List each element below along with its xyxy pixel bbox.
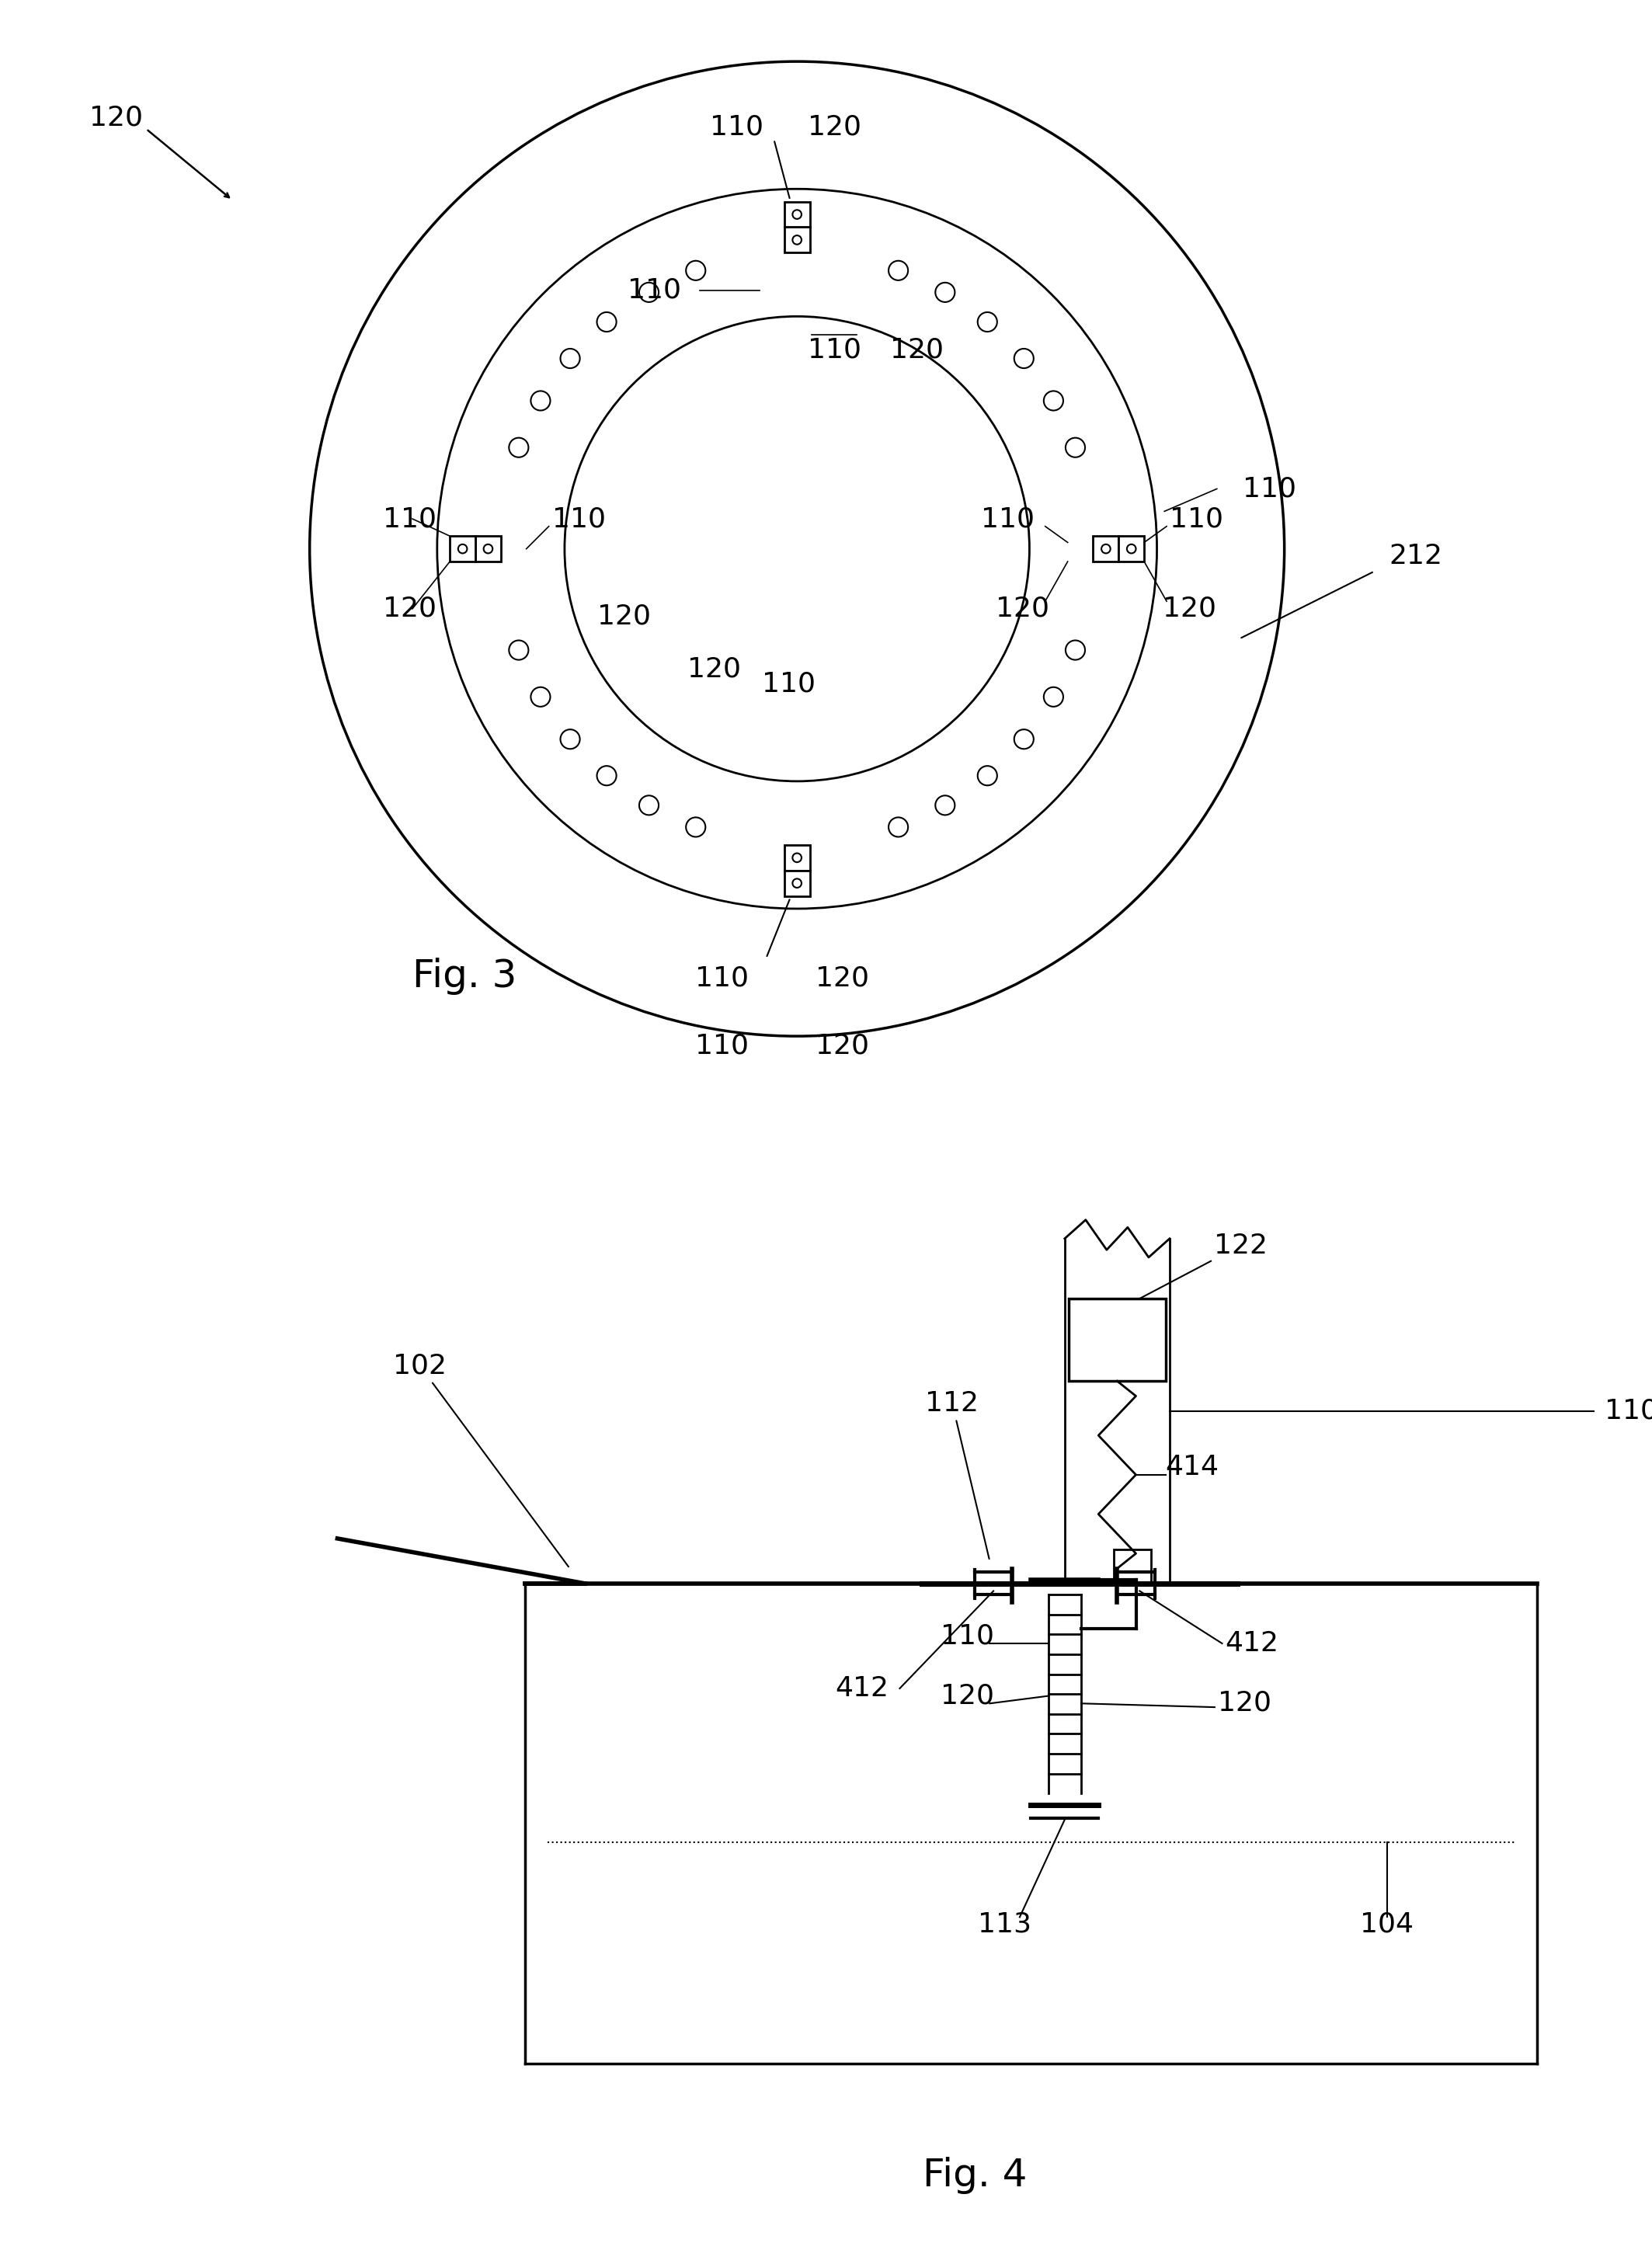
- Text: 122: 122: [1214, 1233, 1267, 1260]
- Text: 414: 414: [1165, 1454, 1219, 1481]
- Text: 110: 110: [940, 1622, 995, 1649]
- Text: 110: 110: [762, 670, 816, 698]
- Bar: [785, 227, 809, 252]
- Text: 110: 110: [628, 277, 681, 304]
- Text: Fig. 4: Fig. 4: [922, 2158, 1028, 2194]
- Text: 112: 112: [925, 1390, 990, 1559]
- Text: 110: 110: [1604, 1397, 1652, 1424]
- Text: 110: 110: [1242, 475, 1297, 502]
- Bar: [1094, 536, 1118, 562]
- Bar: [476, 536, 501, 562]
- Bar: [1113, 1550, 1151, 1584]
- Text: 120: 120: [1218, 1690, 1272, 1717]
- Bar: [1069, 1298, 1166, 1382]
- Bar: [785, 871, 809, 896]
- Text: 110: 110: [552, 506, 606, 531]
- Text: 120: 120: [996, 596, 1049, 621]
- Text: 120: 120: [890, 338, 943, 362]
- Text: 212: 212: [1389, 542, 1442, 569]
- Text: 102: 102: [393, 1352, 568, 1566]
- Text: 110: 110: [808, 338, 861, 362]
- Text: 110: 110: [383, 506, 436, 531]
- Text: 110: 110: [1170, 506, 1224, 531]
- Bar: [449, 536, 476, 562]
- Text: 120: 120: [596, 603, 651, 630]
- Text: 412: 412: [1226, 1629, 1279, 1656]
- Text: 412: 412: [836, 1674, 889, 1701]
- Text: 104: 104: [1360, 1910, 1414, 1937]
- Bar: [785, 203, 809, 227]
- Bar: [1118, 536, 1145, 562]
- Text: Fig. 3: Fig. 3: [413, 959, 517, 995]
- Text: 120: 120: [687, 655, 740, 682]
- Text: 110: 110: [695, 1033, 748, 1060]
- Text: 120: 120: [89, 104, 144, 130]
- Text: 110: 110: [710, 112, 763, 139]
- Text: 120: 120: [808, 112, 861, 139]
- Text: 110: 110: [981, 506, 1034, 531]
- Text: 110: 110: [695, 965, 748, 992]
- Text: 113: 113: [978, 1910, 1031, 1937]
- Bar: [785, 846, 809, 871]
- Text: 120: 120: [1163, 596, 1216, 621]
- Text: 120: 120: [814, 965, 869, 992]
- Text: 120: 120: [383, 596, 436, 621]
- Text: 120: 120: [940, 1683, 995, 1708]
- Text: 120: 120: [814, 1033, 869, 1060]
